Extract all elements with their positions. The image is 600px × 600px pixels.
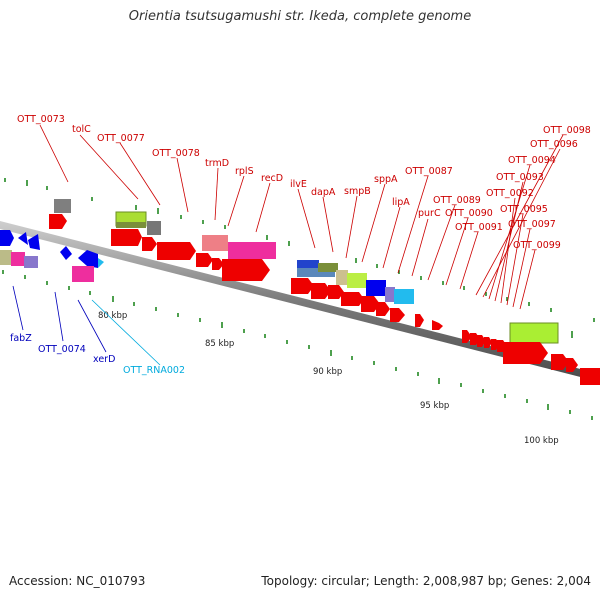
gene-label: trmD	[205, 158, 229, 169]
genome-summary: Topology: circular; Length: 2,008,987 bp…	[261, 574, 591, 588]
gene-label: OTT_0097	[508, 219, 556, 230]
genome-backbone	[0, 221, 600, 382]
gene-box-gray	[147, 221, 161, 235]
gene-features	[0, 199, 600, 385]
gene-label: OTT_0074	[38, 344, 86, 355]
gene-label: OTT_0073	[17, 114, 65, 125]
scale-label: 100 kbp	[524, 436, 559, 446]
gene-box-olive2	[318, 263, 338, 272]
accession-text: Accession: NC_010793	[9, 574, 146, 588]
gene-label: OTT_0094	[508, 155, 556, 166]
gene-label: OTT_0077	[97, 133, 145, 144]
scale-label: 80 kbp	[98, 311, 127, 321]
gene-label: fabZ	[10, 333, 32, 344]
gene-box-purple	[385, 287, 395, 302]
scale-label: 90 kbp	[313, 367, 342, 377]
gene-box-tan	[336, 270, 348, 285]
gene-label: tolC	[72, 124, 91, 135]
gene-forward	[49, 214, 67, 229]
leader-lines	[12, 124, 564, 366]
gene-label: OTT_0096	[530, 139, 578, 150]
map-title: Orientia tsutsugamushi str. Ikeda, compl…	[128, 9, 472, 24]
gene-label: smpB	[344, 186, 371, 197]
gene-label: dapA	[311, 187, 336, 198]
gene-ott0073	[54, 199, 71, 213]
rna-label: OTT_RNA002	[123, 365, 185, 376]
gene-label: OTT_0090	[445, 208, 493, 219]
gene-label: OTT_0098	[543, 125, 591, 136]
gene-label: ilvE	[290, 179, 307, 190]
gene-box-magenta	[228, 242, 276, 259]
gene-label: OTT_0095	[500, 204, 548, 215]
gene-label: purC	[418, 208, 441, 219]
gene-box-rose	[202, 235, 228, 251]
gene-label: OTT_0078	[152, 148, 200, 159]
gene-box-blue2	[366, 280, 386, 296]
gene-label: OTT_0092	[486, 188, 534, 199]
gene-box-steel	[297, 268, 335, 277]
gene-box-blue	[297, 260, 319, 269]
scale-label: 95 kbp	[420, 401, 449, 411]
gene-label: OTT_0089	[433, 195, 481, 206]
gene-label: OTT_0093	[496, 172, 544, 183]
gene-label: sppA	[374, 174, 398, 185]
gene-label: rplS	[235, 166, 254, 177]
gene-box-lime2	[347, 273, 367, 288]
gene-label: OTT_0091	[455, 222, 503, 233]
gene-box-olive	[116, 222, 146, 228]
gene-label: OTT_0087	[405, 166, 453, 177]
scale-label: 85 kbp	[205, 339, 234, 349]
gene-label: recD	[261, 173, 283, 184]
gene-box-lime3	[509, 322, 559, 344]
gene-label: lipA	[392, 197, 410, 208]
tick-marks	[2, 178, 595, 420]
gene-box-cyan	[394, 289, 414, 304]
gene-label: OTT_0099	[513, 240, 561, 251]
gene-label: xerD	[93, 354, 115, 365]
